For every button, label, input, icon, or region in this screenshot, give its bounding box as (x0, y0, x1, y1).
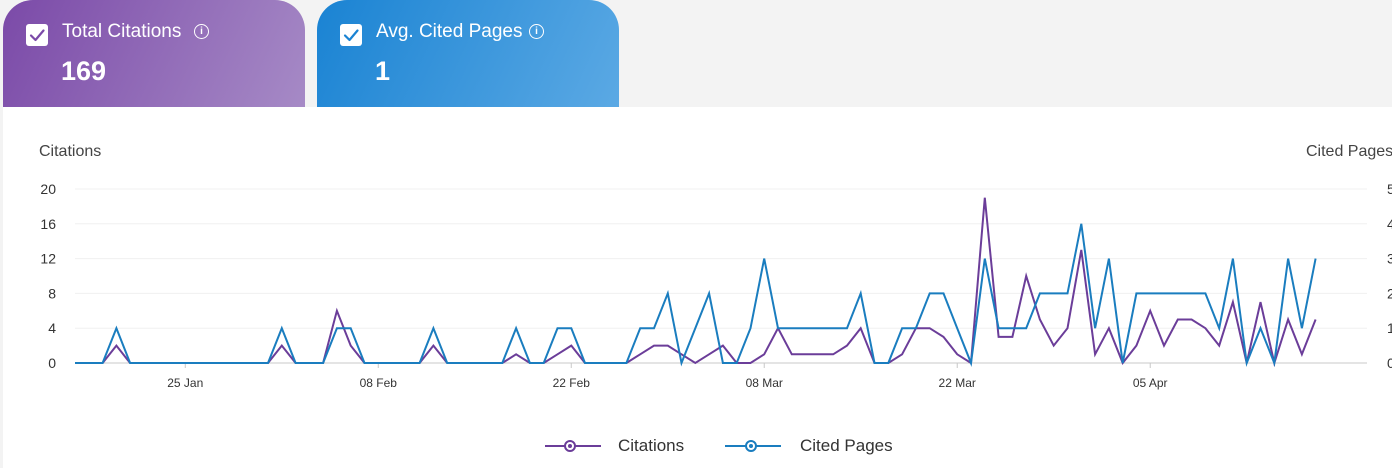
x-tick-label: 22 Feb (553, 376, 591, 390)
legend-label: Cited Pages (800, 436, 893, 455)
chart-panel (3, 107, 1392, 468)
y-tick-label-right: 2 (1387, 285, 1392, 301)
y-tick-label-right: 4 (1387, 216, 1392, 232)
tab-value: 1 (375, 56, 391, 86)
left-axis-title: Citations (39, 143, 101, 160)
x-tick-label: 08 Mar (746, 376, 783, 390)
y-tick-label-left: 12 (40, 251, 56, 267)
info-icon[interactable]: i (529, 24, 544, 39)
y-tick-label-right: 5 (1387, 181, 1392, 197)
series-line-cited-pages (75, 223, 1317, 367)
legend-marker-cited-pages (725, 440, 781, 452)
info-icon[interactable]: i (194, 24, 209, 39)
tab-avg-cited-pages[interactable]: Avg. Cited Pages i 1 (317, 0, 619, 107)
y-tick-label-right: 1 (1387, 320, 1392, 336)
y-tick-label-left: 0 (48, 355, 56, 371)
y-tick-label-left: 8 (48, 285, 56, 301)
y-tick-label-left: 4 (48, 320, 56, 336)
y-tick-label-left: 16 (40, 216, 56, 232)
tab-value: 169 (61, 56, 107, 86)
legend-marker-citations (545, 440, 601, 452)
checkbox-checked-icon[interactable] (340, 24, 362, 46)
x-tick-label: 08 Feb (360, 376, 398, 390)
tab-title: Total Citations (62, 21, 182, 42)
y-tick-label-left: 20 (40, 181, 56, 197)
x-tick-label: 25 Jan (167, 376, 203, 390)
legend-label: Citations (618, 436, 685, 455)
legend-item-citations[interactable]: Citations (545, 436, 684, 456)
tab-title: Avg. Cited Pages (376, 21, 523, 42)
series-line-citations (75, 197, 1317, 367)
tab-total-citations[interactable]: Total Citations i 169 (3, 0, 305, 107)
right-axis-title: Cited Pages (1306, 143, 1392, 160)
checkbox-checked-icon[interactable] (26, 24, 48, 46)
y-tick-label-right: 0 (1387, 355, 1392, 371)
x-tick-label: 05 Apr (1133, 376, 1168, 390)
y-tick-label-right: 3 (1387, 251, 1392, 267)
legend-item-cited-pages[interactable]: Cited Pages (725, 436, 893, 456)
x-tick-label: 22 Mar (939, 376, 976, 390)
